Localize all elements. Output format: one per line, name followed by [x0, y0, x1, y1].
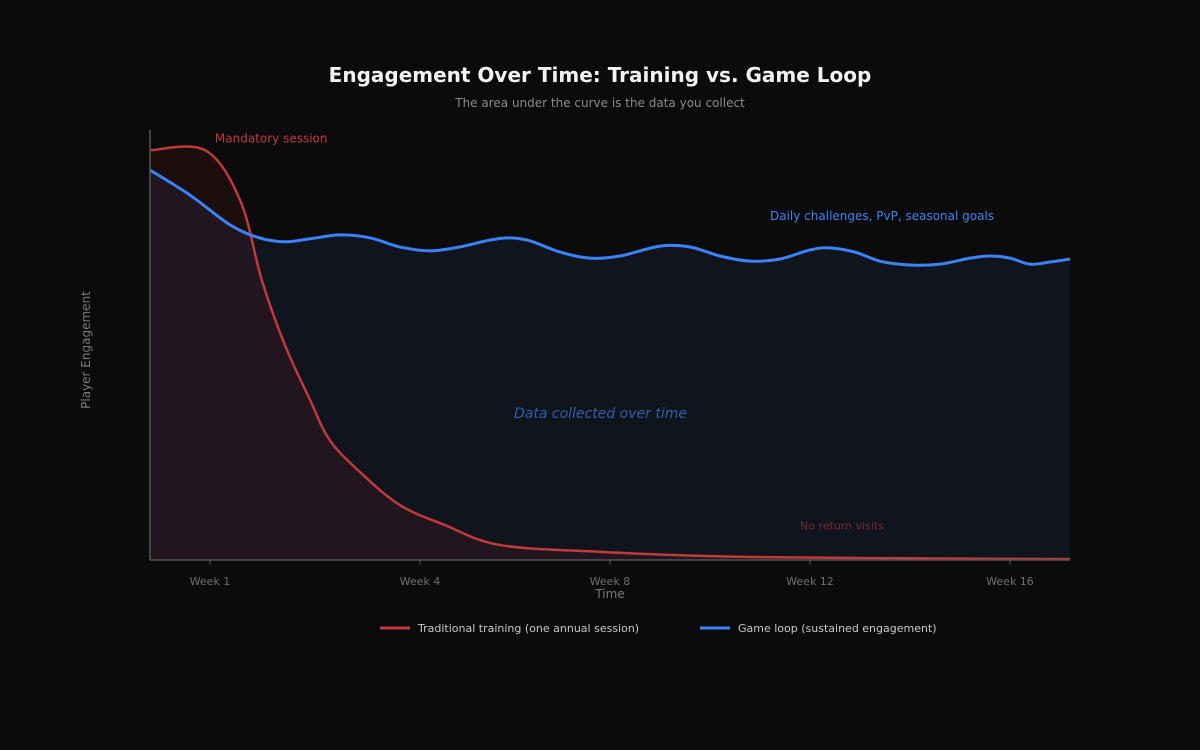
legend-label-game-loop: Game loop (sustained engagement) — [738, 622, 937, 635]
x-tick-label: Week 16 — [986, 575, 1034, 588]
legend-label-training: Traditional training (one annual session… — [417, 622, 639, 635]
annotation-mandatory-session: Mandatory session — [215, 132, 328, 146]
annotation-no-return-visits: No return visits — [800, 520, 884, 533]
x-tick-label: Week 1 — [190, 575, 231, 588]
training-line — [149, 145, 1071, 561]
annotation-daily-challenges: Daily challenges, PvP, seasonal goals — [770, 209, 994, 223]
chart-subtitle: The area under the curve is the data you… — [454, 96, 745, 110]
training-area — [150, 146, 1070, 560]
x-tick-label: Week 12 — [786, 575, 834, 588]
x-tick-label: Week 8 — [590, 575, 631, 588]
x-axis-label: Time — [594, 587, 624, 601]
game-loop-line — [149, 168, 1071, 267]
x-tick-label: Week 4 — [400, 575, 441, 588]
chart-title: Engagement Over Time: Training vs. Game … — [329, 63, 872, 87]
y-axis-label: Player Engagement — [79, 291, 93, 409]
game-loop-area — [150, 169, 1070, 561]
annotation-data-collected: Data collected over time — [514, 406, 687, 422]
